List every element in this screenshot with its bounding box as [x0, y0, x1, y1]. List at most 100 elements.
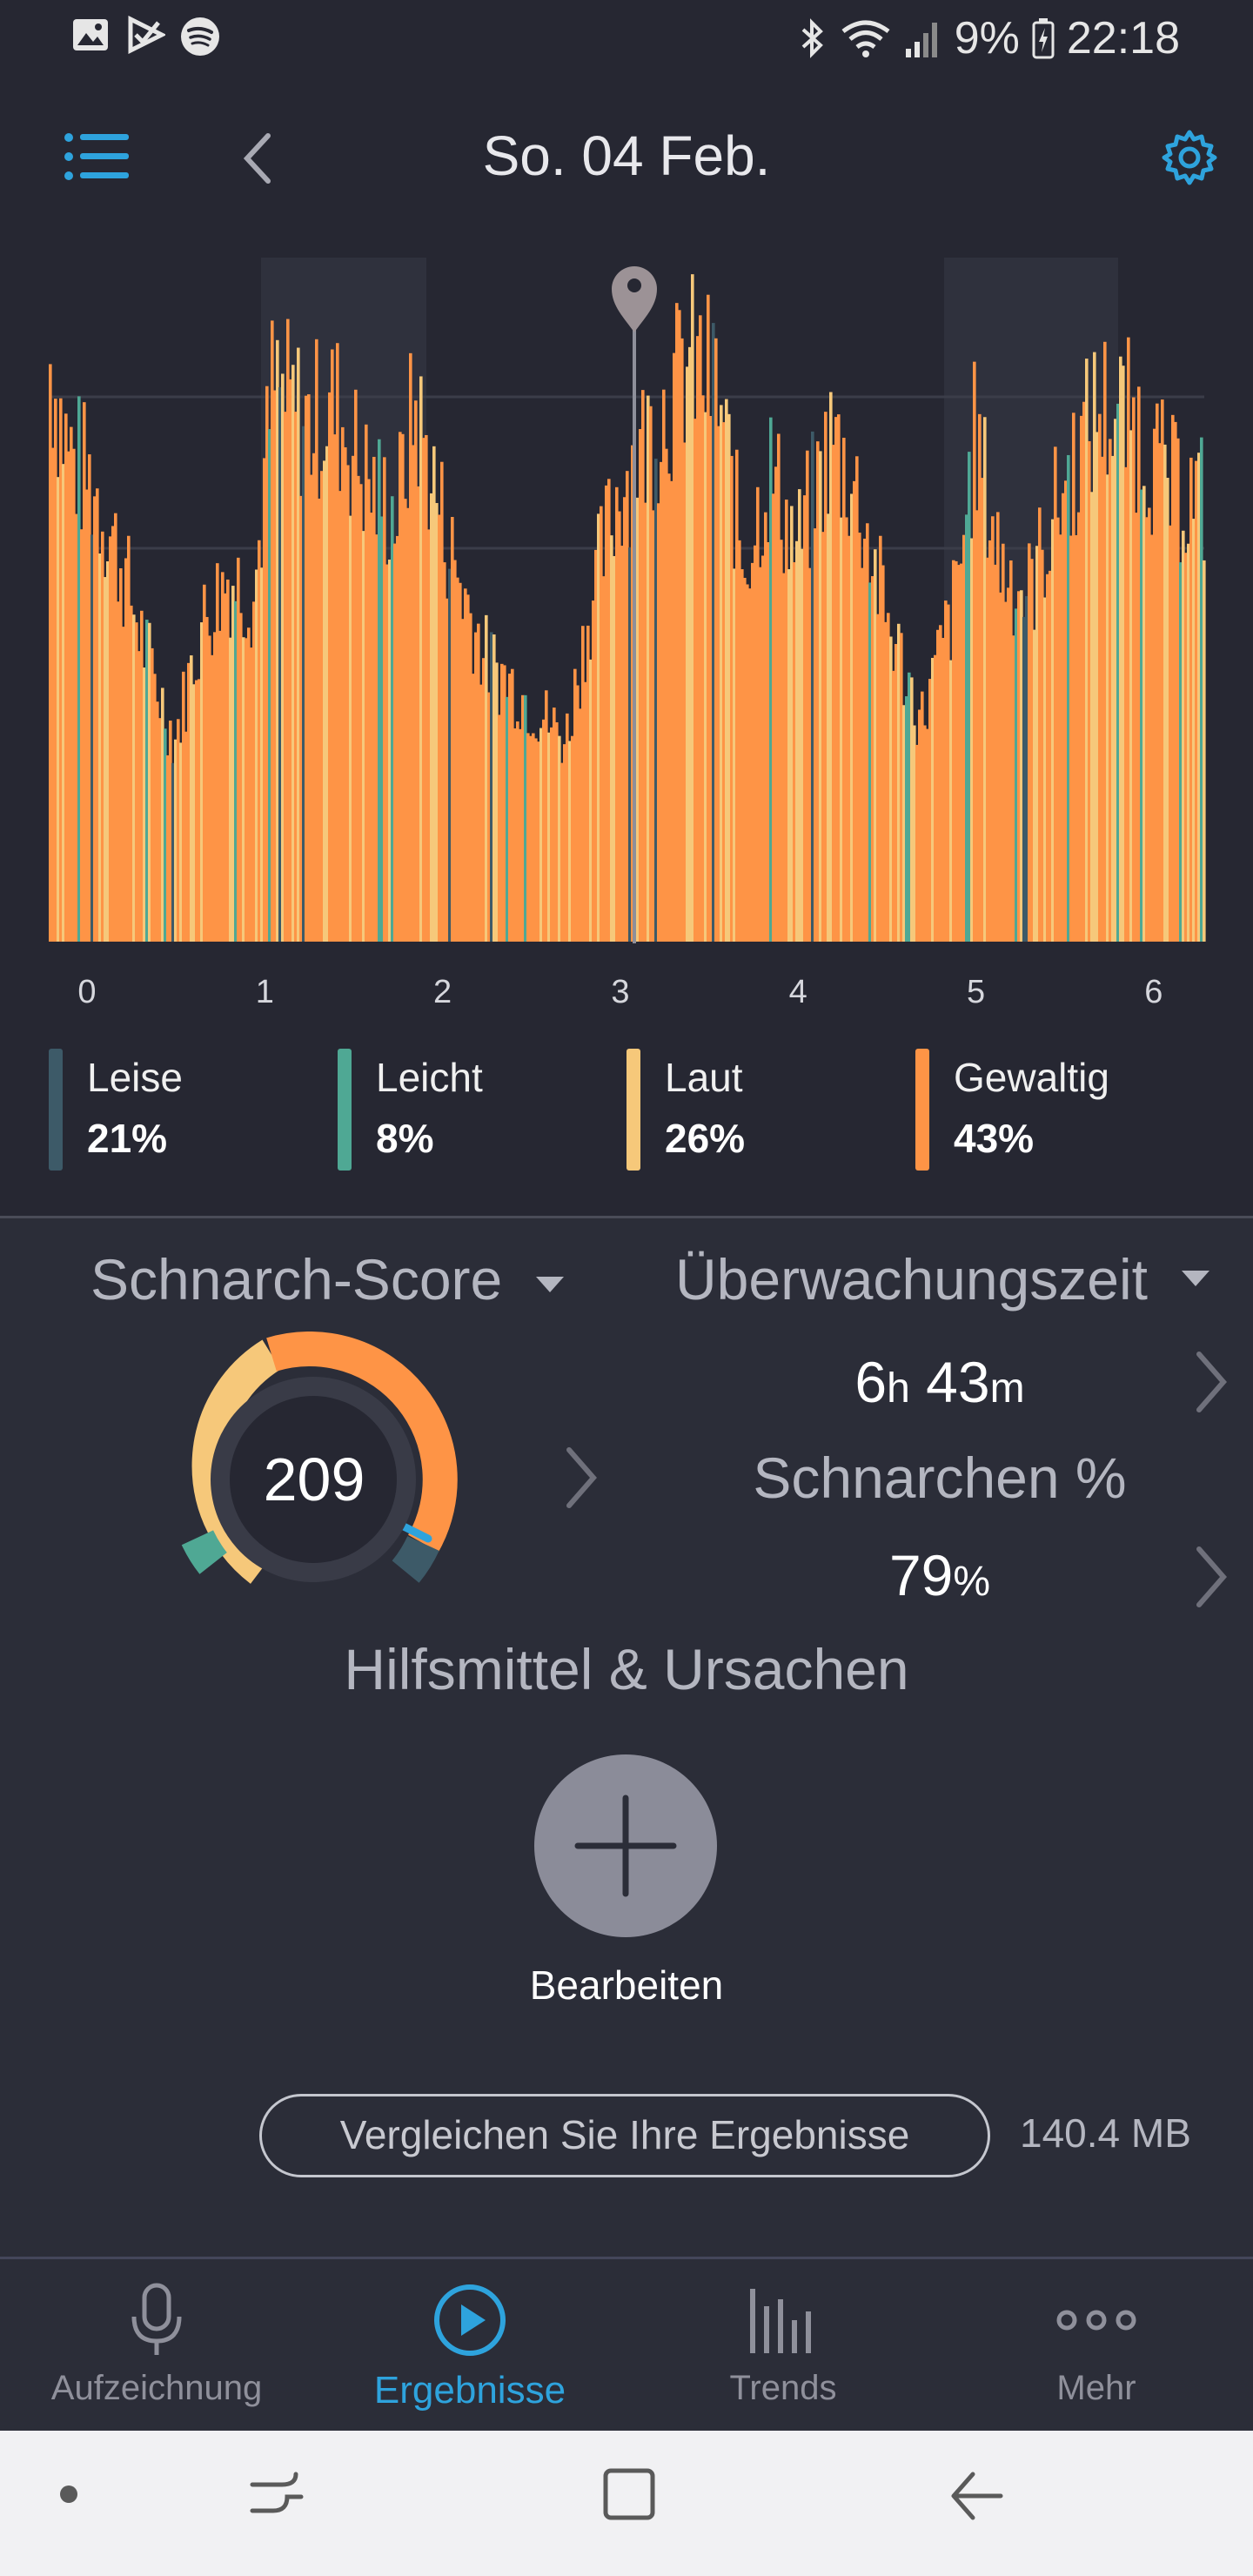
chevron-right-icon[interactable] [1192, 1349, 1230, 1415]
chart-bar [542, 719, 546, 942]
caret-down-icon[interactable] [1180, 1269, 1211, 1288]
chart-bar [1137, 386, 1141, 942]
chart-bar [743, 578, 747, 942]
chart-bar [704, 412, 707, 942]
chart-bar [550, 727, 553, 942]
chart-bar [137, 651, 141, 942]
percent-unit: % [953, 1559, 991, 1605]
playhead-pin-icon[interactable] [612, 266, 657, 332]
back-arrow-icon[interactable] [947, 2465, 1008, 2526]
chart-bar [537, 741, 540, 942]
battery-percent: 9% [954, 13, 1020, 64]
chart-bar [83, 402, 86, 942]
chart-bar [372, 456, 376, 942]
chart-bar [148, 622, 151, 942]
chart-bar [70, 426, 73, 942]
date-title[interactable]: So. 04 Feb. [482, 124, 771, 187]
home-icon[interactable] [599, 2464, 660, 2525]
chart-bar [213, 632, 217, 942]
chart-bar [221, 572, 224, 942]
chart-bar [584, 681, 587, 942]
chart-bar [1119, 356, 1122, 942]
gear-icon[interactable] [1161, 129, 1218, 186]
dot-icon[interactable] [56, 2481, 82, 2507]
chart-bar [365, 424, 368, 942]
chart-bar [855, 456, 859, 942]
score-dropdown[interactable]: Schnarch-Score [90, 1246, 566, 1312]
chart-bar [153, 674, 157, 942]
chart-bar [1069, 535, 1073, 942]
chart-bar [529, 735, 533, 942]
chevron-right-icon[interactable] [1192, 1544, 1230, 1610]
chart-bar [166, 755, 170, 942]
chart-bar [380, 516, 384, 942]
chart-bar [654, 459, 658, 942]
chart-bar [393, 543, 397, 942]
legend-percent: 21% [87, 1116, 168, 1161]
chart-bar [1179, 562, 1183, 942]
chart-bar [555, 721, 559, 942]
score-gauge[interactable] [165, 1332, 461, 1610]
chart-bar [994, 564, 997, 942]
add-aids-button[interactable] [534, 1754, 717, 1937]
chevron-right-icon[interactable] [562, 1445, 600, 1511]
snore-chart[interactable]: 0 1 2 3 4 5 6 [0, 235, 1253, 1218]
chart-bar [495, 662, 499, 942]
recent-apps-icon[interactable] [247, 2465, 308, 2526]
nav-item-ergebnisse[interactable]: Ergebnisse [313, 2259, 626, 2433]
edit-label[interactable]: Bearbeiten [529, 1962, 724, 2008]
nav-item-trends[interactable]: Trends [626, 2259, 940, 2433]
chart-bar [952, 560, 955, 942]
chart-bar [98, 553, 102, 942]
chevron-left-icon[interactable] [240, 131, 275, 186]
chart-bar [307, 394, 311, 943]
chart-bar [511, 668, 514, 942]
x-tick-label: 3 [611, 974, 629, 1010]
chart-bar [119, 568, 123, 942]
chart-bar [827, 513, 830, 942]
clock: 22:18 [1066, 13, 1180, 64]
chart-bar [474, 632, 478, 942]
chart-bar [602, 576, 606, 942]
chart-bar [203, 584, 206, 942]
chart-bar [837, 414, 841, 942]
chart-bar [1106, 474, 1109, 942]
chart-bar [427, 529, 431, 942]
chart-bar [600, 506, 603, 942]
chart-bar [897, 623, 901, 942]
chart-bar [1072, 413, 1075, 942]
gauge-center [230, 1396, 397, 1563]
chart-bar [399, 432, 402, 942]
chart-bar [861, 567, 864, 942]
chart-bar [759, 567, 762, 942]
chart-bar [54, 399, 57, 942]
chart-bar [1088, 440, 1091, 942]
chart-bar [239, 613, 243, 942]
nav-item-mehr[interactable]: Mehr [940, 2259, 1253, 2433]
list-menu-icon[interactable] [64, 132, 131, 181]
chart-bar [1035, 546, 1039, 942]
chart-bar [49, 364, 52, 942]
chart-bar [336, 343, 339, 942]
chart-bar [383, 457, 386, 942]
chart-bar [1187, 543, 1190, 942]
chart-bar [485, 614, 488, 942]
chart-bar [631, 445, 634, 943]
chart-bar [1182, 530, 1185, 942]
compare-results-button[interactable]: Vergleichen Sie Ihre Ergebnisse [259, 2094, 990, 2177]
chart-bar [1022, 616, 1026, 942]
chart-bar [727, 413, 731, 942]
snore-percent-value: 79% [766, 1542, 1114, 1608]
chart-bar [573, 668, 577, 942]
chart-bar [957, 565, 961, 942]
chart-bar [109, 536, 112, 942]
chart-bar [845, 517, 848, 942]
snore-chart-area: 0 1 2 3 4 5 6 [0, 235, 1253, 1218]
watch-time-dropdown[interactable]: Überwachungszeit [675, 1246, 1148, 1312]
chart-bar [1116, 403, 1120, 942]
chart-bar [503, 665, 506, 942]
chart-bar [323, 460, 326, 942]
x-tick-label: 0 [77, 974, 96, 1010]
nav-item-aufzeichnung[interactable]: Aufzeichnung [0, 2259, 313, 2433]
chart-bar [291, 365, 295, 942]
